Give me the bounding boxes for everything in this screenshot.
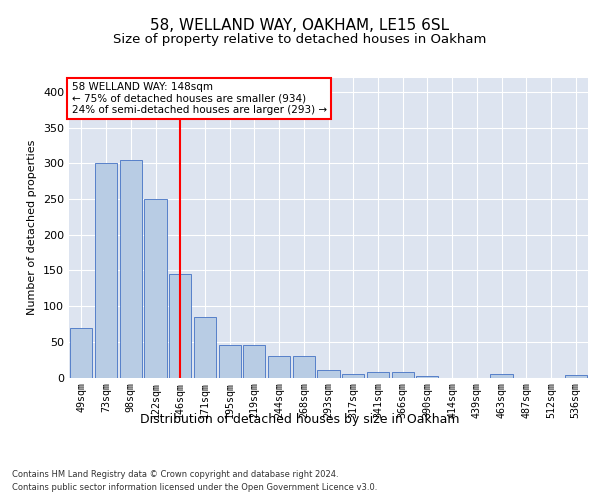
Bar (218, 346, 241, 378)
Bar (392, 372, 414, 378)
Text: 58, WELLAND WAY, OAKHAM, LE15 6SL: 58, WELLAND WAY, OAKHAM, LE15 6SL (151, 18, 449, 32)
Bar (565, 376, 587, 378)
Bar (317, 370, 340, 378)
Bar (169, 274, 191, 378)
Bar (490, 374, 512, 378)
Y-axis label: Number of detached properties: Number of detached properties (28, 140, 37, 315)
Text: Contains HM Land Registry data © Crown copyright and database right 2024.: Contains HM Land Registry data © Crown c… (12, 470, 338, 479)
Bar (416, 376, 439, 378)
Bar (70, 328, 92, 378)
Bar (243, 346, 265, 378)
Bar (342, 374, 364, 378)
Bar (145, 199, 167, 378)
Bar (293, 356, 315, 378)
Bar (367, 372, 389, 378)
Text: Distribution of detached houses by size in Oakham: Distribution of detached houses by size … (140, 412, 460, 426)
Bar (95, 163, 117, 378)
Bar (268, 356, 290, 378)
Text: Contains public sector information licensed under the Open Government Licence v3: Contains public sector information licen… (12, 482, 377, 492)
Bar (194, 317, 216, 378)
Text: Size of property relative to detached houses in Oakham: Size of property relative to detached ho… (113, 32, 487, 46)
Bar (119, 160, 142, 378)
Text: 58 WELLAND WAY: 148sqm
← 75% of detached houses are smaller (934)
24% of semi-de: 58 WELLAND WAY: 148sqm ← 75% of detached… (71, 82, 327, 115)
